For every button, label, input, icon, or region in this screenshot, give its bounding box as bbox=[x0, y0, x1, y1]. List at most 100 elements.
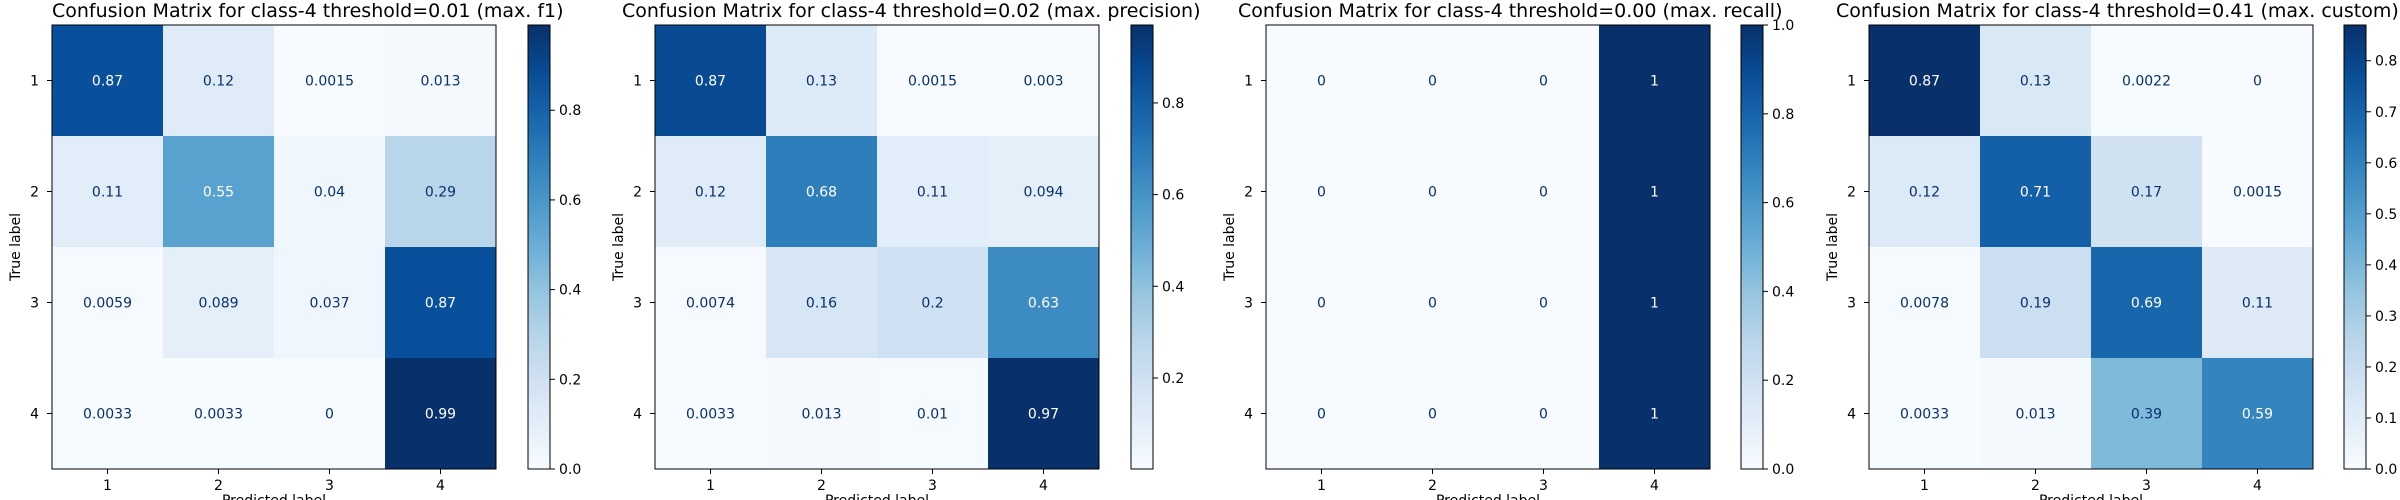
x-tick-label: 2 bbox=[214, 478, 223, 494]
chart-title: Confusion Matrix for class-4 threshold=0… bbox=[622, 0, 1200, 22]
cell-value-label: 0.0033 bbox=[1900, 407, 1949, 423]
matrix-cell-r2-c3 bbox=[2091, 136, 2202, 247]
cell-value-label: 1 bbox=[1650, 407, 1659, 423]
matrix-cell-r1-c3 bbox=[1488, 25, 1599, 136]
x-axis-label: Predicted label bbox=[2039, 493, 2143, 500]
matrix-cell-r3-c1 bbox=[655, 247, 766, 358]
matrix-cell-r2-c2 bbox=[163, 136, 274, 247]
cell-value-label: 0.0033 bbox=[194, 407, 243, 423]
matrix-cell-r3-c2 bbox=[163, 247, 274, 358]
cell-value-label: 0 bbox=[325, 407, 334, 423]
cell-value-label: 0 bbox=[1317, 74, 1326, 90]
colorbar-tick-label: 0.4 bbox=[2375, 258, 2397, 274]
cell-value-label: 0 bbox=[1539, 185, 1548, 201]
matrix-cell-r3-c4 bbox=[1599, 247, 1710, 358]
cell-value-label: 0.99 bbox=[425, 407, 456, 423]
cell-value-label: 0 bbox=[1428, 296, 1437, 312]
colorbar-tick-label: 0.4 bbox=[1162, 279, 1184, 295]
matrix-cell-r3-c2 bbox=[1980, 247, 2091, 358]
cell-value-label: 0.39 bbox=[2131, 407, 2162, 423]
cell-value-label: 0 bbox=[2253, 74, 2262, 90]
cell-value-label: 0.55 bbox=[203, 185, 234, 201]
cell-value-label: 0 bbox=[1317, 185, 1326, 201]
matrix-cell-r2-c2 bbox=[1980, 136, 2091, 247]
cell-value-label: 0.87 bbox=[1909, 74, 1940, 90]
cell-value-label: 0.12 bbox=[695, 185, 726, 201]
x-tick-label: 1 bbox=[1920, 478, 1929, 494]
chart-title: Confusion Matrix for class-4 threshold=0… bbox=[1836, 0, 2399, 22]
colorbar-tick-label: 0.2 bbox=[2375, 360, 2397, 376]
y-tick-label: 3 bbox=[30, 296, 39, 312]
x-axis-label: Predicted label bbox=[825, 493, 929, 500]
cell-value-label: 0.13 bbox=[2020, 74, 2051, 90]
cell-value-label: 0.71 bbox=[2020, 185, 2051, 201]
matrix-cell-r3-c1 bbox=[52, 247, 163, 358]
confusion-matrix-panel-2: Confusion Matrix for class-4 threshold=0… bbox=[611, 0, 1200, 500]
colorbar-tick-label: 0.2 bbox=[1772, 373, 1794, 389]
cell-value-label: 0.0022 bbox=[2122, 74, 2171, 90]
matrix-cell-r2-c4 bbox=[988, 136, 1099, 247]
colorbar-tick-label: 1.0 bbox=[1772, 18, 1794, 34]
x-tick-label: 2 bbox=[817, 478, 826, 494]
matrix-cell-r2-c3 bbox=[274, 136, 385, 247]
x-tick-label: 4 bbox=[436, 478, 445, 494]
colorbar bbox=[527, 24, 551, 470]
axes-frame bbox=[1868, 24, 2314, 470]
x-tick-label: 3 bbox=[2142, 478, 2151, 494]
colorbar-tick-label: 0.8 bbox=[559, 103, 581, 119]
cell-value-label: 0.037 bbox=[309, 296, 349, 312]
matrix-cell-r1-c1 bbox=[1266, 25, 1377, 136]
chart-title: Confusion Matrix for class-4 threshold=0… bbox=[1238, 0, 1783, 22]
cell-value-label: 1 bbox=[1650, 74, 1659, 90]
matrix-cell-r2-c1 bbox=[1266, 136, 1377, 247]
cell-value-label: 0.2 bbox=[921, 296, 943, 312]
matrix-cell-r1-c4 bbox=[1599, 25, 1710, 136]
y-tick-label: 1 bbox=[30, 74, 39, 90]
cell-value-label: 0.003 bbox=[1023, 74, 1063, 90]
cell-value-label: 0.0033 bbox=[686, 407, 735, 423]
colorbar-tick-label: 0.6 bbox=[559, 193, 581, 209]
matrix-cell-r2-c2 bbox=[766, 136, 877, 247]
colorbar-tick-label: 0.0 bbox=[559, 462, 581, 478]
matrix-cell-r3-c3 bbox=[1488, 247, 1599, 358]
cell-value-label: 0.12 bbox=[1909, 185, 1940, 201]
colorbar-tick-label: 0.8 bbox=[2375, 54, 2397, 70]
y-axis-label: True label bbox=[1825, 213, 1841, 282]
matrix-cell-r4-c4 bbox=[385, 358, 496, 469]
matrix-cell-r1-c2 bbox=[163, 25, 274, 136]
cell-value-label: 0.29 bbox=[425, 185, 456, 201]
y-tick-label: 4 bbox=[633, 407, 642, 423]
matrix-cell-r2-c2 bbox=[1377, 136, 1488, 247]
cell-value-label: 0 bbox=[1317, 296, 1326, 312]
y-axis-label: True label bbox=[1222, 213, 1238, 282]
matrix-cell-r4-c2 bbox=[1377, 358, 1488, 469]
matrix-cell-r2-c1 bbox=[655, 136, 766, 247]
cell-value-label: 0 bbox=[1317, 407, 1326, 423]
matrix-cell-r4-c4 bbox=[1599, 358, 1710, 469]
colorbar-tick-label: 0.0 bbox=[2375, 462, 2397, 478]
matrix-cell-r4-c3 bbox=[274, 358, 385, 469]
colorbar bbox=[2343, 24, 2367, 470]
cell-value-label: 0.0033 bbox=[83, 407, 132, 423]
matrix-cell-r4-c2 bbox=[1980, 358, 2091, 469]
colorbar-tick-label: 0.1 bbox=[2375, 411, 2397, 427]
matrix-cell-r3-c3 bbox=[2091, 247, 2202, 358]
colorbar-tick-label: 0.4 bbox=[559, 283, 581, 299]
cell-value-label: 0 bbox=[1428, 74, 1437, 90]
colorbar-tick-label: 0.3 bbox=[2375, 309, 2397, 325]
cell-value-label: 0.0015 bbox=[305, 74, 354, 90]
matrix-cell-r2-c4 bbox=[385, 136, 496, 247]
colorbar-tick-label: 0.2 bbox=[559, 372, 581, 388]
matrix-cell-r3-c4 bbox=[2202, 247, 2313, 358]
matrix-cell-r2-c1 bbox=[1869, 136, 1980, 247]
matrix-cell-r2-c1 bbox=[52, 136, 163, 247]
cell-value-label: 0.87 bbox=[425, 296, 456, 312]
matrix-cell-r3-c1 bbox=[1869, 247, 1980, 358]
colorbar-tick-label: 0.0 bbox=[1772, 462, 1794, 478]
y-tick-label: 4 bbox=[1244, 407, 1253, 423]
matrix-cell-r3-c4 bbox=[988, 247, 1099, 358]
matrix-cell-r1-c4 bbox=[988, 25, 1099, 136]
colorbar-tick-label: 0.6 bbox=[1162, 188, 1184, 204]
colorbar-tick-label: 0.5 bbox=[2375, 207, 2397, 223]
